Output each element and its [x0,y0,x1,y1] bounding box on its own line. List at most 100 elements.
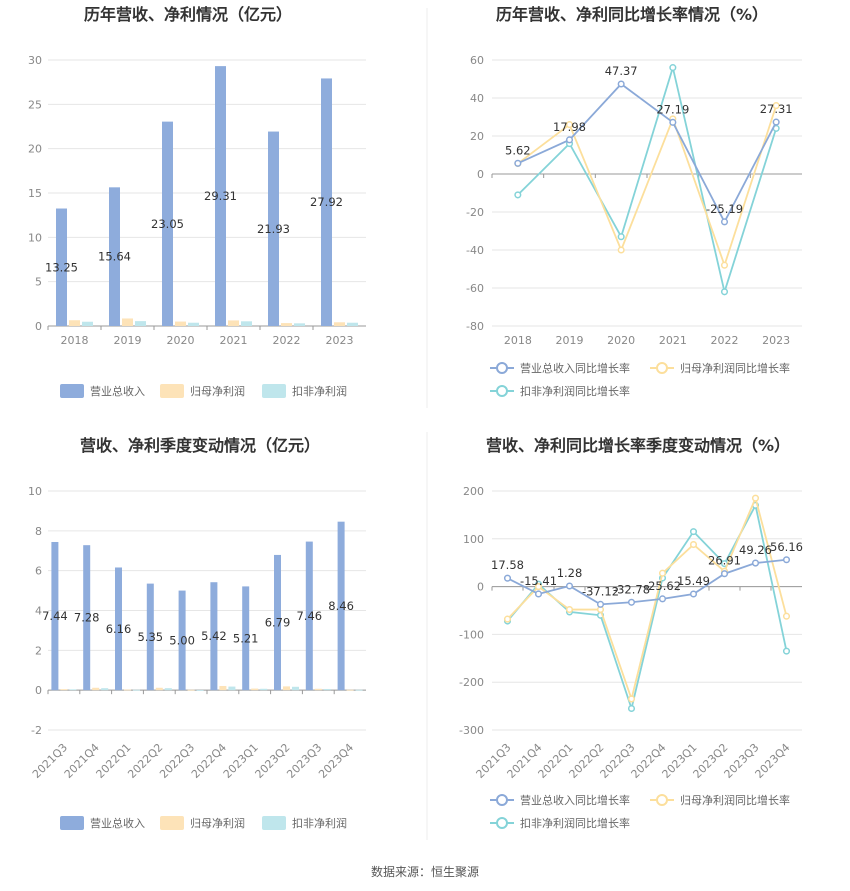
annual-amount-x-tick-label: 2018 [61,334,89,347]
annual-amount-y-tick-label: 25 [28,98,42,111]
quarterly-amount-bar-deducted-profit [260,688,268,691]
quarterly-growth-point [596,600,605,608]
quarterly-growth-y-tick-label: 100 [463,533,484,546]
annual-amount-bar-deducted-profit [82,321,93,326]
quarterly-amount-bar-revenue [242,586,250,691]
annual-growth-data-label: -25.19 [706,202,743,216]
annual-amount-bar-revenue [268,131,279,326]
quarterly-amount-bar-deducted-profit [292,686,299,691]
quarterly-amount-legend-label: 扣非净利润 [292,816,347,830]
quarterly-amount-bar-deducted-profit [69,689,77,691]
annual-growth-data-label: 27.19 [656,102,689,116]
quarterly-growth-y-tick-label: 200 [463,485,484,498]
quarterly-amount-bar-net-profit [219,685,227,691]
annual-growth-legend-label: 归母净利润同比增长率 [680,361,790,375]
quarterly-growth-data-label: 15.49 [677,574,710,588]
quarterly-growth-data-label: 17.58 [491,558,524,572]
annual-amount-title: 历年营收、净利情况（亿元） [84,5,292,24]
annual-amount-y-tick-label: 20 [28,143,42,156]
annual-growth-point [565,136,574,144]
annual-growth-point [617,233,625,241]
quarterly-amount-y-tick-label: 6 [35,565,42,578]
annual-amount-bar-net-profit [281,323,292,326]
annual-growth-x-tick-label: 2022 [711,334,739,347]
annual-growth-x-tick-label: 2020 [607,334,635,347]
quarterly-amount-bar-revenue [115,567,122,691]
annual-amount-legend-swatch [262,384,286,398]
quarterly-growth-point [565,605,574,614]
quarterly-amount-legend-swatch [262,816,286,830]
annual-growth-point [514,191,522,199]
annual-amount-x-tick-label: 2019 [114,334,142,347]
quarterly-amount-legend-swatch [160,816,184,830]
annual-amount-bar-deducted-profit [188,322,199,326]
annual-growth-x-tick-label: 2021 [659,334,687,347]
quarterly-growth-legend-label: 归母净利润同比增长率 [680,793,790,807]
annual-amount-x-tick-label: 2022 [273,334,301,347]
annual-growth-series-line-0 [517,82,777,224]
quarterly-growth-y-tick-label: -200 [459,676,484,689]
quarterly-growth-y-tick-label: 0 [477,581,484,594]
quarterly-growth-data-label: 1.28 [557,566,583,580]
annual-amount-x-tick-label: 2021 [220,334,248,347]
annual-amount-bar-deducted-profit [241,321,252,326]
annual-amount-bar-revenue [321,78,332,327]
annual-growth-data-label: 27.31 [760,102,793,116]
quarterly-amount-bar-deducted-profit [101,688,109,691]
quarterly-amount-bar-deducted-profit [164,688,172,691]
annual-amount-y-tick-label: 30 [28,54,42,67]
annual-amount-bar-net-profit [69,320,80,326]
quarterly-amount-bar-deducted-profit [133,689,140,691]
annual-growth-title: 历年营收、净利同比增长率情况（%） [496,5,768,24]
quarterly-amount-y-tick-label: -2 [31,724,42,737]
quarterly-amount-bar-net-profit [124,689,131,691]
annual-growth-data-label: 47.37 [605,64,638,78]
quarterly-growth-point [782,612,791,620]
annual-amount-data-label: 23.05 [151,217,184,231]
quarterly-growth-point [627,695,636,703]
quarterly-growth-point [627,704,636,713]
annual-amount-bar-deducted-profit [135,321,146,326]
quarterly-amount-bar-deducted-profit [196,689,204,691]
annual-amount-x-tick-label: 2020 [167,334,195,347]
annual-amount-bar-revenue [215,66,226,327]
quarterly-amount-bar-revenue [337,521,345,691]
annual-amount-bar-net-profit [228,320,239,326]
quarterly-growth-legend-label: 营业总收入同比增长率 [520,793,630,807]
annual-amount-bar-deducted-profit [294,323,305,326]
annual-growth-y-tick-label: 0 [477,168,484,181]
quarterly-amount-data-label: 5.35 [137,630,163,644]
annual-amount-bar-net-profit [122,318,133,326]
quarterly-growth-legend-marker [496,817,508,829]
quarterly-amount-data-label: 7.28 [74,611,100,625]
annual-growth-y-tick-label: -20 [466,206,484,219]
quarterly-growth-point [782,647,791,655]
annual-growth-y-tick-label: -60 [466,282,484,295]
quarterly-growth-point [751,494,760,502]
quarterly-amount-data-label: 5.21 [233,631,259,645]
annual-growth-point [617,80,625,88]
annual-growth-series-line-2 [517,64,778,296]
annual-growth-point [720,261,729,269]
annual-amount-data-label: 21.93 [257,222,290,236]
annual-amount-y-tick-label: 15 [28,187,42,200]
annual-growth-data-label: 17.98 [553,120,586,134]
quarterly-amount-bar-revenue [51,541,59,691]
quarterly-amount-y-tick-label: 10 [28,485,42,498]
annual-growth-point [514,159,522,167]
annual-amount-data-label: 13.25 [45,260,78,274]
quarterly-growth-legend-label: 扣非净利润同比增长率 [520,816,630,830]
annual-amount-legend-label: 扣非净利润 [292,384,347,398]
annual-growth-point [669,64,677,72]
annual-growth-data-label: 5.62 [505,143,531,157]
quarterly-amount-bar-net-profit [251,688,259,691]
quarterly-amount-y-tick-label: 0 [35,684,42,697]
quarterly-growth-y-tick-label: -100 [459,628,484,641]
annual-growth-point [772,118,780,126]
quarterly-amount-bar-revenue [146,583,154,691]
quarterly-amount-bar-revenue [274,554,281,691]
annual-amount-data-label: 15.64 [98,250,131,264]
annual-growth-legend-marker [496,362,508,374]
quarterly-growth-point [689,590,698,598]
